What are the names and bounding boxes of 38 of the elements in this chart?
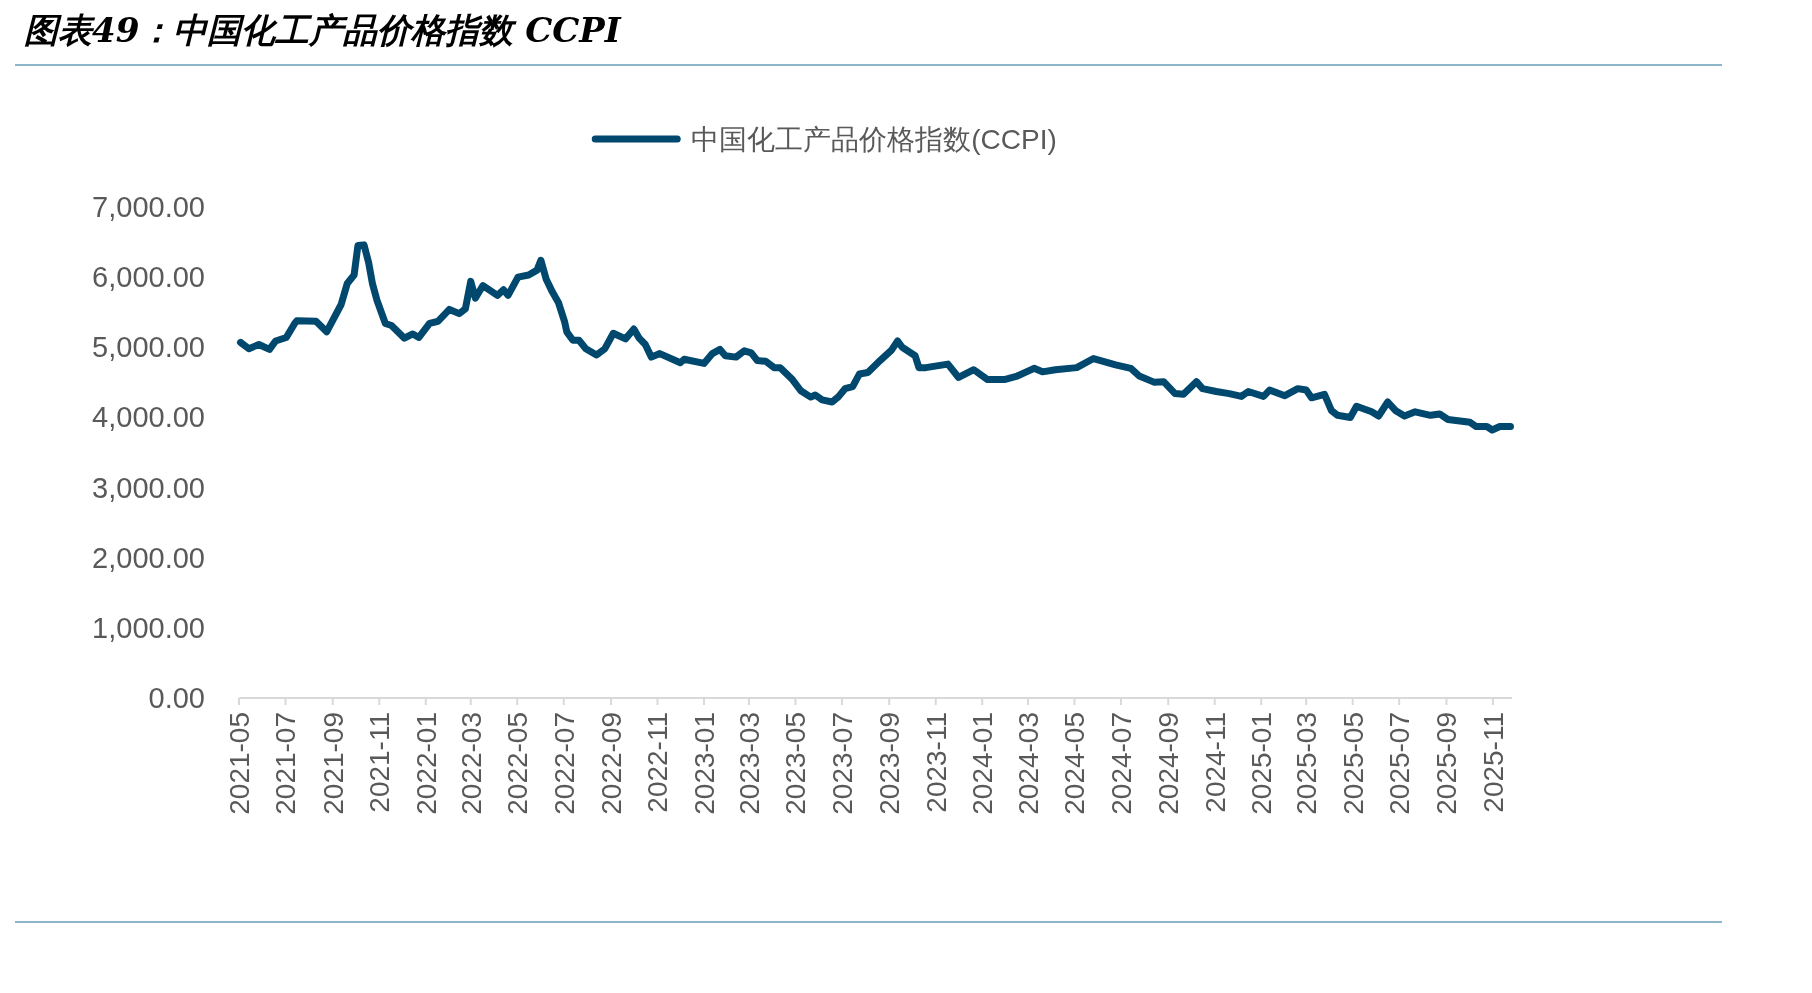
x-tick-label: 2023-03 xyxy=(733,712,765,815)
x-tick-label: 2025-03 xyxy=(1291,712,1323,815)
x-tick-label: 2021-05 xyxy=(224,712,255,815)
x-tick-label: 2024-09 xyxy=(1153,712,1185,815)
y-tick-label: 6,000.00 xyxy=(92,261,205,294)
y-tick-label: 4,000.00 xyxy=(92,401,205,434)
x-tick-label: 2024-07 xyxy=(1105,712,1137,815)
y-tick-label: 7,000.00 xyxy=(92,191,205,223)
y-tick-label: 5,000.00 xyxy=(92,331,205,364)
x-tick-label: 2022-05 xyxy=(502,712,534,815)
x-tick-label: 2023-09 xyxy=(874,712,906,815)
y-tick-label: 1,000.00 xyxy=(92,611,205,644)
x-tick-label: 2023-05 xyxy=(780,712,812,815)
x-tick-label: 2023-07 xyxy=(826,712,858,815)
legend-label: 中国化工产品价格指数(CCPI) xyxy=(691,124,1057,155)
x-tick-label: 2024-01 xyxy=(967,712,999,815)
chart-title: 图表49：中国化工产品价格指数 CCPI xyxy=(24,10,622,50)
x-tick-label: 2025-11 xyxy=(1477,712,1509,813)
x-tick-label: 2025-09 xyxy=(1431,712,1463,815)
y-tick-label: 3,000.00 xyxy=(92,471,205,504)
x-tick-label: 2024-05 xyxy=(1059,712,1091,815)
x-tick-label: 2022-11 xyxy=(642,712,674,813)
x-tick-label: 2022-09 xyxy=(595,712,627,815)
x-tick-label: 2025-05 xyxy=(1337,712,1369,815)
x-tick-label: 2021-09 xyxy=(317,712,349,815)
y-tick-label: 0.00 xyxy=(148,682,205,714)
x-tick-label: 2022-01 xyxy=(410,712,442,815)
x-tick-label: 2022-03 xyxy=(455,712,487,815)
x-tick-label: 2025-01 xyxy=(1246,712,1278,815)
x-tick-label: 2021-07 xyxy=(270,712,302,815)
x-tick-label: 2024-03 xyxy=(1012,712,1044,815)
x-tick-label: 2022-07 xyxy=(548,712,580,815)
x-tick-label: 2023-11 xyxy=(920,712,952,813)
x-tick-label: 2021-11 xyxy=(364,712,396,813)
x-tick-label: 2023-01 xyxy=(688,712,720,815)
x-tick-label: 2024-11 xyxy=(1199,712,1231,813)
x-tick-label: 2025-07 xyxy=(1384,712,1416,815)
y-tick-label: 2,000.00 xyxy=(92,541,205,574)
